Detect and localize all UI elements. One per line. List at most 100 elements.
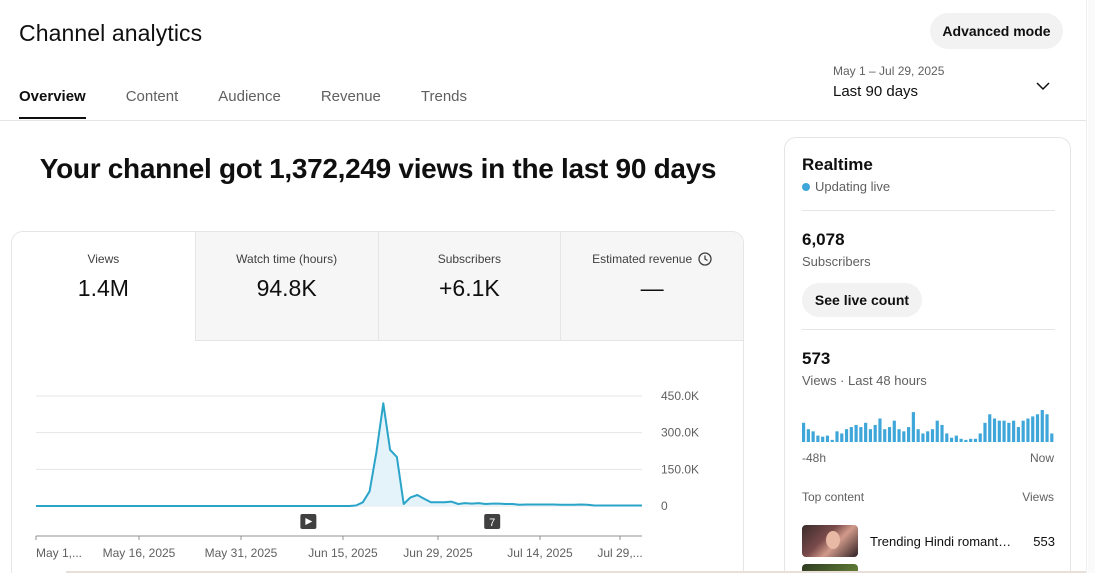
y-tick-label: 300.0K (661, 426, 699, 440)
page-title: Channel analytics (19, 20, 203, 46)
divider (802, 329, 1055, 330)
metric-label: Views (87, 252, 120, 266)
sparkline-bar (825, 435, 830, 442)
realtime-views-sparkline (802, 410, 1054, 442)
sparkline-bar (1050, 433, 1054, 442)
sparkline-bar (935, 420, 939, 442)
sparkline-bar (930, 429, 935, 442)
sparkline-bar (835, 431, 839, 442)
sparkline-bar (873, 424, 877, 442)
sparkline-bar (1026, 418, 1030, 442)
video-thumbnail (802, 525, 858, 557)
headline: Your channel got 1,372,249 views in the … (39, 153, 717, 184)
tab-revenue[interactable]: Revenue (320, 88, 381, 105)
y-tick-label: 150.0K (661, 462, 699, 476)
x-tick-label: Jul 29,... (597, 546, 642, 560)
views-chart: 450.0K 300.0K 150.0K 0 7 May 1,... May 16, 202… (12, 341, 743, 573)
top-content-row[interactable]: Trending Hindi romant… 553 (802, 524, 1055, 558)
metric-label: Estimated revenue (592, 252, 693, 266)
realtime-card: Realtime Updating live 6,078 Subscribers… (784, 137, 1071, 573)
sparkline-bar (1040, 410, 1044, 442)
sparkline-bar (868, 429, 872, 442)
x-tick-label: May 31, 2025 (205, 546, 278, 560)
sparkline-bar (887, 427, 892, 442)
chart-marker (484, 514, 501, 529)
sparkline-bar (1002, 420, 1006, 442)
sparkline-bar (816, 435, 820, 442)
sparkline-bar (945, 433, 949, 442)
sparkline-bar (940, 424, 944, 442)
scrollbar-thumb[interactable] (1088, 0, 1095, 573)
metric-views[interactable]: Views 1.4M (12, 232, 195, 341)
sparkline-bar (864, 422, 868, 442)
sparkline-bar (1031, 416, 1035, 442)
metric-watch-time[interactable]: Watch time (hours) 94.8K (194, 232, 378, 341)
clock-icon (698, 252, 712, 266)
sparkline-bar (883, 429, 887, 442)
live-dot-icon (802, 182, 810, 191)
sparkline-bar (897, 429, 901, 442)
x-tick-label: Jun 15, 2025 (308, 546, 378, 560)
views-48h-label: Views · Last 48 hours (802, 373, 927, 388)
sparkline-bar (878, 418, 882, 442)
metric-label-wrap: Estimated revenue (592, 252, 712, 266)
sparkline-bar (806, 429, 810, 442)
tab-content[interactable]: Content (125, 88, 179, 105)
subscribers-label: Subscribers (802, 254, 871, 269)
realtime-title: Realtime (802, 155, 873, 174)
sparkline-bar (964, 439, 968, 442)
sparkline-bar (992, 418, 997, 442)
top-content-header: Top content (802, 490, 865, 504)
tab-overview[interactable]: Overview (19, 88, 86, 119)
sparkline-bar (954, 435, 958, 442)
sparkline-bar (821, 436, 825, 442)
metric-label: Subscribers (437, 252, 502, 266)
tab-audience[interactable]: Audience (218, 88, 281, 105)
views-series-line (36, 402, 642, 507)
sparkline-bar (844, 429, 849, 442)
advanced-mode-button[interactable]: Advanced mode (930, 13, 1063, 49)
views-chart-svg: 450.0K 300.0K 150.0K 0 7 May 1,... May 16, 202… (35, 389, 699, 560)
metric-value: +6.1K (439, 275, 500, 301)
sparkline-bar (916, 429, 920, 442)
see-live-count-button[interactable]: See live count (802, 283, 922, 317)
x-tick-label: May 1,... (36, 546, 82, 560)
sparkline-bar (802, 422, 806, 442)
sparkline-bar (969, 438, 973, 442)
date-range-picker[interactable]: May 1 – Jul 29, 2025 Last 90 days (833, 64, 1063, 110)
metric-subscribers[interactable]: Subscribers +6.1K (377, 232, 561, 341)
video-views: 553 (1033, 533, 1055, 549)
sparkline-bar (830, 439, 834, 442)
x-tick-label: Jun 29, 2025 (403, 546, 473, 560)
bottom-edge (66, 571, 1086, 573)
sparkline-bar (859, 427, 863, 442)
sparkline-end-label: Now (1029, 451, 1054, 465)
sparkline-start-label: -48h (802, 451, 827, 465)
sparkline-bar (1007, 422, 1011, 442)
sparkline-bar (1035, 414, 1040, 442)
metric-label: Watch time (hours) (236, 252, 338, 266)
tab-trends[interactable]: Trends (420, 88, 468, 105)
metric-tabs: Views 1.4M Watch time (hours) 94.8K Subs… (12, 232, 743, 341)
sparkline-bar (840, 433, 844, 442)
views-48h-count: 573 (802, 349, 831, 368)
metric-value: — (640, 275, 664, 301)
divider (802, 210, 1055, 211)
sparkline-bar (1045, 414, 1049, 442)
sparkline-bar (926, 431, 930, 442)
chevron-down-icon (1036, 82, 1050, 91)
subscribers-count: 6,078 (802, 230, 845, 249)
metric-value: 1.4M (77, 275, 129, 301)
sparkline-bar (978, 433, 982, 442)
x-tick-label: Jul 14, 2025 (507, 546, 573, 560)
sparkline-bar (988, 414, 992, 442)
scrollbar[interactable] (1086, 0, 1097, 573)
metric-estimated-revenue[interactable]: Estimated revenue — (560, 232, 743, 341)
views-area (36, 403, 642, 506)
tab-bar: Overview Content Audience Revenue Trends (19, 88, 507, 119)
video-thumbnail (802, 564, 858, 573)
sparkline-bar (1021, 420, 1025, 442)
sparkline-bar (959, 438, 963, 442)
realtime-status-text: Updating live (815, 179, 891, 194)
sparkline-bar (997, 420, 1001, 442)
